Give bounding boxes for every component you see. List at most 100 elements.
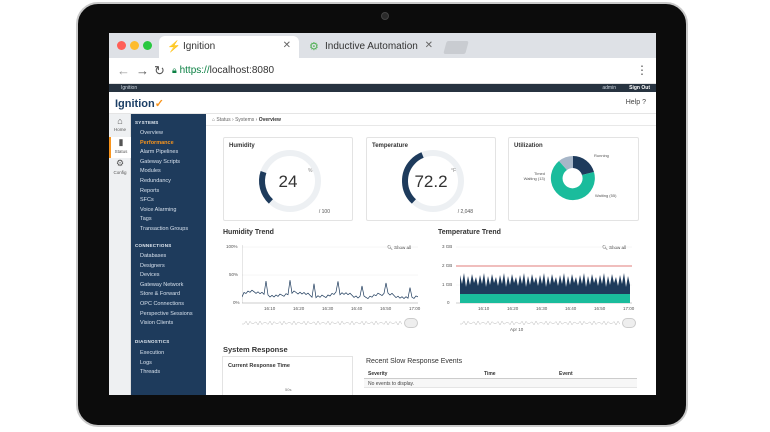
x-tick: 17:00 bbox=[409, 306, 421, 311]
minimize-window-button[interactable] bbox=[130, 41, 139, 50]
back-icon[interactable]: ← bbox=[117, 63, 130, 78]
x-tick: 16:20 bbox=[293, 306, 305, 311]
reload-icon[interactable]: ↻ bbox=[154, 63, 165, 78]
logo-check-icon: ✓ bbox=[154, 98, 164, 110]
column-time[interactable]: Time bbox=[484, 371, 496, 377]
nav-item-perspective-sessions[interactable]: Perspective Sessions bbox=[140, 310, 193, 317]
nav-item-designers[interactable]: Designers bbox=[140, 262, 165, 269]
help-link[interactable]: Help ? bbox=[626, 99, 646, 106]
help-icon: ? bbox=[642, 99, 646, 106]
system-response-title: System Response bbox=[223, 345, 288, 354]
forward-icon[interactable]: → bbox=[136, 63, 149, 78]
temperature-show-all-button[interactable]: 🔍︎ Show all bbox=[602, 245, 626, 250]
sidebar-item-label: Status bbox=[114, 149, 128, 154]
nav-panel: SYSTEMS Overview Performance Alarm Pipelin… bbox=[131, 114, 206, 395]
column-event[interactable]: Event bbox=[559, 371, 573, 377]
column-severity[interactable]: Severity bbox=[368, 371, 388, 377]
response-gauge-label: 50s bbox=[285, 387, 292, 392]
close-icon[interactable]: ✕ bbox=[282, 40, 291, 51]
navigator-label: Apr 10 bbox=[510, 327, 524, 332]
breadcrumb: ⌂ Status › Systems › Overview bbox=[206, 114, 656, 126]
y-tick: 0% bbox=[233, 300, 240, 305]
sidebar-item-status[interactable]: ▮ Status bbox=[109, 137, 131, 158]
temperature-navigator-handle[interactable] bbox=[622, 318, 636, 328]
nav-item-logs[interactable]: Logs bbox=[140, 359, 152, 366]
gear-favicon-icon: ⚙ bbox=[309, 41, 319, 53]
y-tick: 1 GB bbox=[442, 282, 453, 287]
nav-item-reports[interactable]: Reports bbox=[140, 187, 160, 194]
utilization-donut-chart bbox=[550, 155, 595, 201]
nav-item-gateway-network[interactable]: Gateway Network bbox=[140, 281, 184, 288]
temperature-value: 72.2 bbox=[414, 172, 448, 191]
address-bar-row: ← → ↻ 🔒︎ https://localhost:8080 ⋮ bbox=[109, 58, 656, 84]
lock-icon: 🔒︎ bbox=[172, 65, 177, 75]
nav-item-devices[interactable]: Devices bbox=[140, 272, 160, 279]
breadcrumb-systems[interactable]: Systems bbox=[235, 117, 255, 123]
sidebar-item-config[interactable]: ⚙ Config bbox=[109, 158, 131, 179]
nav-item-opc-connections[interactable]: OPC Connections bbox=[140, 301, 185, 307]
nav-item-modules[interactable]: Modules bbox=[140, 168, 161, 175]
breadcrumb-status[interactable]: Status bbox=[216, 117, 231, 123]
user-name[interactable]: admin bbox=[602, 85, 616, 91]
nav-item-vision-clients[interactable]: Vision Clients bbox=[140, 320, 174, 327]
nav-item-execution[interactable]: Execution bbox=[140, 350, 165, 356]
more-menu-icon[interactable]: ⋮ bbox=[636, 63, 648, 77]
card-title: Temperature bbox=[372, 143, 408, 149]
y-tick: 50% bbox=[229, 272, 239, 277]
nav-header-connections: CONNECTIONS bbox=[135, 243, 172, 248]
camera-icon bbox=[381, 12, 389, 20]
nav-item-tags[interactable]: Tags bbox=[140, 216, 152, 223]
home-icon: ⌂ bbox=[212, 117, 216, 123]
url-host: localhost:8080 bbox=[209, 65, 275, 76]
maximize-window-button[interactable] bbox=[143, 41, 152, 50]
card-title: Utilization bbox=[514, 143, 543, 149]
x-tick: 16:10 bbox=[264, 306, 276, 311]
browser-screen: ⚡ Ignition ✕ ⚙ Inductive Automation ✕ ← … bbox=[109, 33, 656, 395]
humidity-show-all-button[interactable]: 🔍︎ Show all bbox=[387, 245, 411, 250]
address-bar[interactable]: 🔒︎ https://localhost:8080 bbox=[172, 65, 274, 76]
x-tick: 16:40 bbox=[351, 306, 363, 311]
humidity-series-line bbox=[242, 280, 418, 300]
x-tick: 16:30 bbox=[536, 306, 548, 311]
humidity-max: / 100 bbox=[318, 209, 330, 215]
nav-item-sfcs[interactable]: SFCs bbox=[140, 197, 154, 204]
tab-inductive-automation[interactable]: ⚙ Inductive Automation ✕ bbox=[301, 36, 441, 58]
nav-item-performance[interactable]: Performance bbox=[140, 139, 174, 146]
logo-text: Ignition bbox=[115, 98, 155, 110]
waiting-label: Waiting (55) bbox=[595, 193, 617, 198]
current-response-card: Current Response Time 50s bbox=[222, 356, 353, 395]
nav-item-store-forward[interactable]: Store & Forward bbox=[140, 291, 181, 298]
nav-item-voice-alarming[interactable]: Voice Alarming bbox=[140, 206, 177, 213]
close-window-button[interactable] bbox=[117, 41, 126, 50]
url-scheme: https:// bbox=[179, 65, 210, 76]
gateway-name: Ignition bbox=[121, 85, 138, 91]
nav-item-databases[interactable]: Databases bbox=[140, 253, 167, 259]
humidity-navigator-handle[interactable] bbox=[404, 318, 418, 328]
temperature-navigator[interactable] bbox=[460, 318, 620, 328]
running-slice bbox=[573, 156, 594, 175]
browser-tab-strip: ⚡ Ignition ✕ ⚙ Inductive Automation ✕ bbox=[109, 33, 656, 58]
nav-item-redundancy[interactable]: Redundancy bbox=[140, 178, 171, 184]
nav-item-gateway-scripts[interactable]: Gateway Scripts bbox=[140, 158, 181, 165]
nav-item-threads[interactable]: Threads bbox=[140, 369, 161, 376]
humidity-navigator[interactable] bbox=[242, 318, 402, 328]
ignition-logo[interactable]: Ignition✓ bbox=[115, 97, 164, 110]
x-tick: 16:20 bbox=[507, 306, 519, 311]
nav-item-transaction-groups[interactable]: Transaction Groups bbox=[140, 226, 189, 232]
tab-title: Ignition bbox=[183, 41, 216, 52]
app-header: Ignition✓ Help ? bbox=[109, 92, 656, 114]
timed-waiting-slice bbox=[559, 155, 573, 170]
nav-item-overview[interactable]: Overview bbox=[140, 130, 163, 136]
temperature-card: Temperature 72.2 °F / 2,048 bbox=[366, 137, 496, 221]
sidebar-item-home[interactable]: ⌂ Home bbox=[109, 116, 131, 137]
y-tick: 2 GB bbox=[442, 263, 453, 268]
temperature-gauge bbox=[402, 150, 464, 212]
sign-out-link[interactable]: Sign Out bbox=[629, 85, 650, 91]
close-icon[interactable]: ✕ bbox=[424, 40, 433, 51]
utilization-card: Utilization Running Timed Waiting (13) W… bbox=[508, 137, 639, 221]
slow-events-table: Severity Time Event No events to display… bbox=[364, 370, 637, 388]
tab-ignition[interactable]: ⚡ Ignition ✕ bbox=[159, 36, 299, 58]
empty-table-message: No events to display. bbox=[364, 379, 637, 388]
nav-item-alarm-pipelines[interactable]: Alarm Pipelines bbox=[140, 149, 179, 156]
new-tab-button[interactable] bbox=[443, 41, 469, 54]
